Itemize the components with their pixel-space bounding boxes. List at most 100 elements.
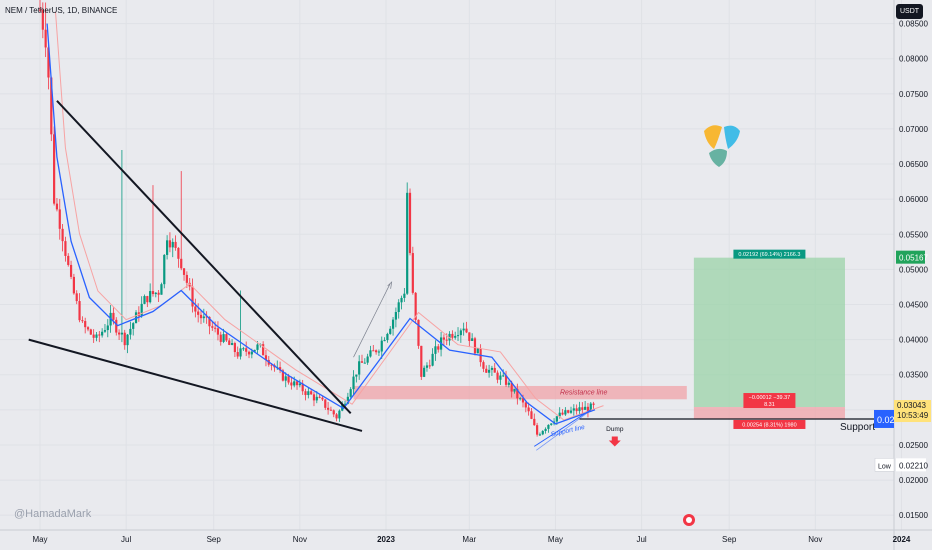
candle-body (293, 381, 296, 386)
candle-body (253, 349, 256, 352)
trendlines (28, 100, 894, 451)
candle-body (414, 292, 417, 320)
candle-body (245, 348, 248, 352)
candle-body (44, 29, 47, 48)
candle-body (471, 338, 474, 341)
candle-body (485, 368, 488, 373)
candle-body (476, 348, 479, 354)
author-watermark: @HamadaMark (14, 508, 92, 520)
candle-body (117, 332, 121, 335)
candle-body (112, 312, 115, 320)
support-trendline-secondary (536, 411, 590, 451)
candle-body (58, 209, 61, 229)
support-label: Support (840, 422, 875, 433)
resistance-label: Resistance line (560, 389, 608, 396)
candle-body (507, 382, 510, 385)
candle-body (493, 367, 496, 373)
candle-body (567, 410, 570, 413)
candle-body (98, 334, 101, 336)
candle-body (242, 348, 245, 350)
candle-body (431, 353, 434, 366)
candle-body (561, 412, 564, 415)
candle-body (572, 408, 575, 411)
target-price-tag (896, 250, 925, 264)
candle-body (61, 228, 64, 242)
y-tick-label: 0.04500 (899, 301, 928, 310)
candle-body (106, 325, 109, 331)
candle-body (516, 388, 519, 399)
candle-body (236, 352, 239, 357)
candle-body (459, 330, 462, 336)
candle-body (307, 391, 310, 396)
candle-body (163, 254, 166, 285)
candle-body (140, 303, 143, 316)
candle-body (428, 365, 431, 367)
stop-zone (693, 407, 845, 419)
chart-title: NEM / TetherUS, 1D, BINANCE (5, 6, 118, 15)
candle-body (521, 398, 525, 403)
candle-body (454, 335, 457, 338)
moving-average (46, 23, 596, 425)
y-tick-label: 0.02500 (899, 441, 928, 450)
candle-body (584, 406, 587, 410)
candle-body (222, 334, 225, 342)
candle-body (533, 418, 536, 426)
candle-body (420, 345, 423, 377)
candle-body (400, 297, 403, 303)
x-tick-label: Nov (293, 535, 307, 544)
support-price: 0.02 (877, 415, 895, 425)
candle-body (538, 434, 542, 436)
candle-body (318, 396, 321, 398)
candle-body (326, 407, 330, 410)
candle-body (191, 286, 194, 307)
candle-body (578, 407, 581, 412)
candle-body (581, 407, 584, 410)
x-tick-label: Sep (722, 535, 737, 544)
candle-body (434, 346, 437, 354)
candle-body (451, 333, 454, 338)
candle-body (386, 333, 389, 341)
candle-body (456, 335, 460, 337)
candle-body (487, 369, 491, 373)
current-price: 0.03043 (897, 401, 926, 410)
candle-body (208, 316, 211, 327)
candle-body (81, 320, 84, 322)
x-tick-label: Nov (808, 535, 822, 544)
slow-moving-average (55, 11, 604, 421)
candle-body (202, 316, 205, 319)
candle-body (233, 343, 236, 353)
entry-label: −0.00012 −39.37 (749, 395, 791, 401)
candle-body (180, 258, 183, 269)
candle-body (214, 327, 217, 329)
candle-body (352, 376, 355, 390)
candle-body (50, 77, 53, 135)
target-price: 0.05167 (899, 254, 928, 263)
x-tick-label: Mar (462, 535, 476, 544)
candle-body (496, 372, 499, 380)
candle-body (205, 316, 208, 318)
entry-label-box (743, 393, 796, 409)
y-tick-label: 0.07500 (899, 90, 928, 99)
candle-body (67, 255, 70, 265)
candle-body (592, 403, 595, 405)
candle-body (270, 364, 273, 366)
y-tick-label: 0.05000 (899, 265, 928, 274)
candle-body (284, 376, 287, 381)
candle-body (397, 302, 400, 313)
candle-body (72, 276, 75, 294)
candle-body (391, 319, 395, 329)
y-tick-label: 0.01500 (899, 511, 928, 520)
candle-body (366, 356, 369, 363)
candle-body (143, 296, 146, 304)
candle-body (380, 340, 383, 352)
current-price-tag (894, 400, 931, 423)
candle-body (547, 424, 550, 429)
support-price-tag (874, 409, 894, 428)
currency-button[interactable]: USDT (896, 4, 923, 19)
candle-body (298, 383, 301, 386)
candle-body (530, 411, 533, 419)
stop-label: 0.00254 (8.31%) 1980 (742, 422, 796, 428)
candle-body (437, 346, 440, 350)
